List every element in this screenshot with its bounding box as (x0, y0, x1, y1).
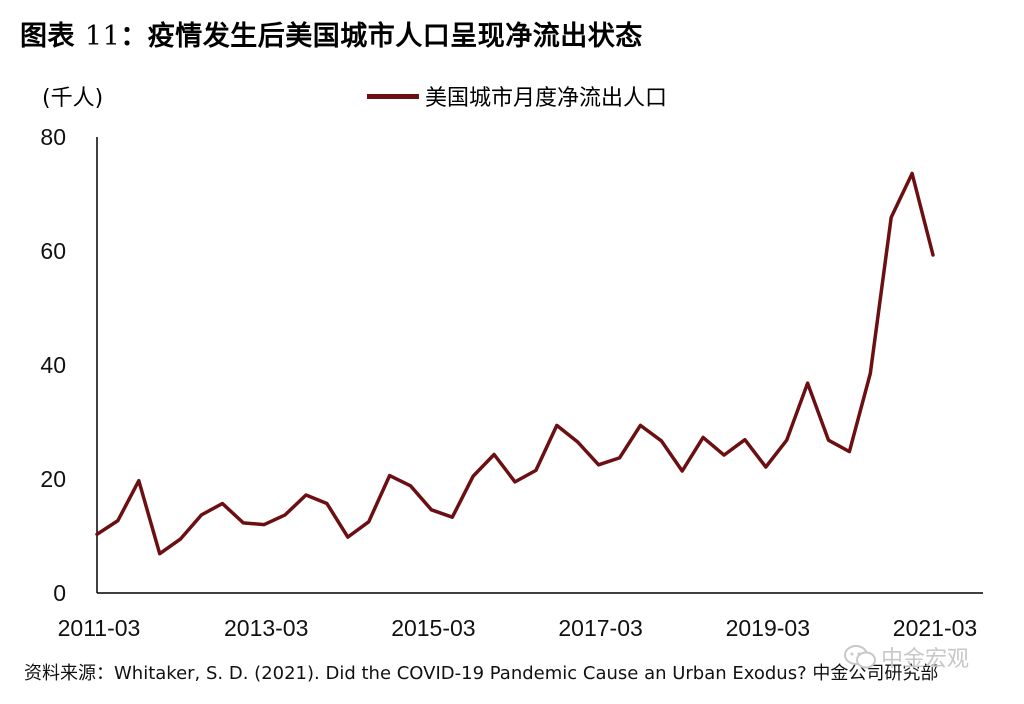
chart-title-prefix: 图表 (20, 21, 75, 52)
x-tick-label: 2011-03 (58, 615, 141, 641)
legend-swatch (367, 93, 419, 99)
watermark-text: 中金宏观 (881, 647, 970, 672)
chart-title-text: ：疫情发生后美国城市人口呈现净流出状态 (120, 21, 643, 52)
x-tick-label: 2013-03 (224, 615, 308, 641)
y-tick-label: 0 (53, 580, 66, 606)
y-axis-unit-label: (千人) (42, 86, 104, 111)
y-tick-label: 40 (40, 352, 66, 378)
y-tick-label: 80 (40, 124, 66, 150)
y-tick-label: 60 (40, 238, 66, 264)
x-tick-label: 2015-03 (391, 615, 475, 641)
y-axis-ticks: 0 20 40 60 80 (40, 124, 66, 606)
x-tick-label: 2017-03 (558, 615, 642, 641)
chart-title: 图表 11：疫情发生后美国城市人口呈现净流出状态 (20, 14, 643, 53)
y-tick-label: 20 (40, 466, 66, 492)
chart-legend: 美国城市月度净流出人口 (367, 80, 667, 112)
watermark: 中金宏观 (843, 641, 969, 673)
chat-bubble-icon (844, 645, 876, 669)
chart-series (95, 171, 935, 556)
chart-title-number: 11 (84, 21, 121, 52)
source-note: 资料来源：Whitaker, S. D. (2021). Did the COV… (24, 663, 939, 684)
x-tick-label: 2021-03 (893, 615, 977, 641)
chart-axes (96, 137, 983, 594)
legend-label: 美国城市月度净流出人口 (425, 86, 668, 111)
series-line (95, 171, 935, 556)
x-tick-label: 2019-03 (726, 615, 810, 641)
x-axis-ticks: 2011-03 2013-03 2015-03 2017-03 2019-03 2021-… (58, 615, 978, 641)
